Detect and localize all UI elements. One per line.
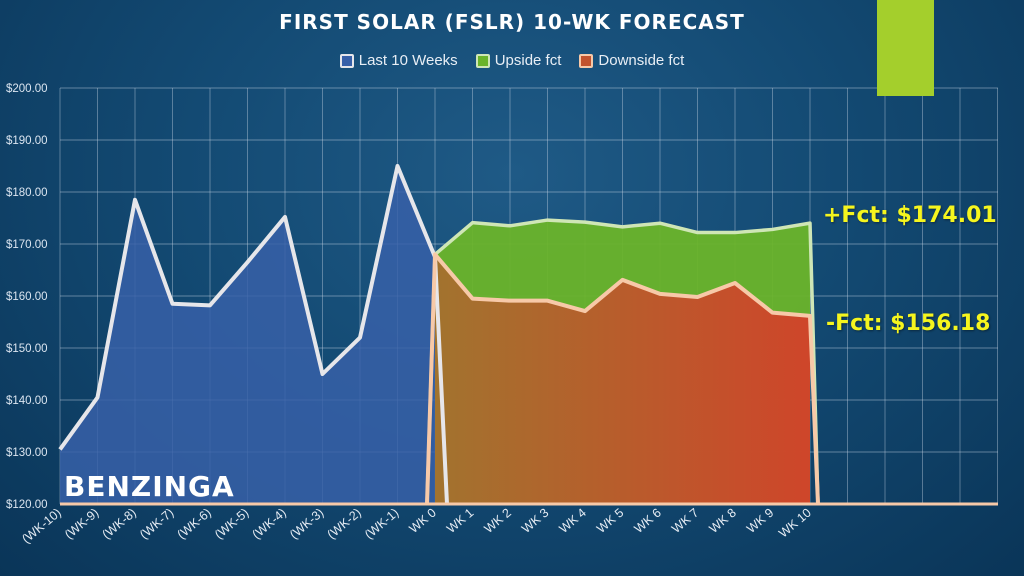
x-tick-label: WK 7: [669, 506, 701, 536]
x-tick-label: WK 4: [557, 506, 589, 536]
legend-item-downside: Downside fct: [579, 52, 684, 69]
x-tick-label: (WK-10): [19, 506, 64, 547]
y-tick-label: $160.00: [6, 291, 48, 303]
legend-swatch-last: [339, 53, 354, 68]
chart-title: FIRST SOLAR (FSLR) 10-WK FORECAST: [279, 10, 745, 34]
y-tick-label: $130.00: [6, 447, 48, 459]
legend-label-last: Last 10 Weeks: [358, 52, 458, 69]
x-tick-label: WK 3: [519, 506, 551, 536]
x-tick-label: WK 2: [482, 506, 514, 536]
area-downside-forecast: [435, 254, 810, 504]
line-last-10-weeks: [58, 164, 449, 505]
line-downside-forecast: [425, 252, 820, 505]
legend-label-upside: Upside fct: [494, 52, 562, 69]
x-tick-label: (WK-4): [250, 506, 289, 542]
x-tick-label: WK 10: [776, 506, 814, 541]
accent-block: [877, 0, 934, 96]
x-tick-label: WK 6: [632, 506, 664, 536]
downside-forecast-label: -Fct: $156.18: [826, 311, 991, 336]
legend: Last 10 Weeks Upside fct Downside fct: [0, 52, 1024, 69]
x-tick-label: (WK-1): [362, 506, 401, 542]
y-tick-label: $190.00: [6, 135, 48, 147]
series-layer: [58, 164, 820, 505]
x-tick-label: WK 5: [594, 506, 626, 536]
x-tick-label: (WK-2): [325, 506, 364, 542]
y-tick-label: $180.00: [6, 187, 48, 199]
y-tick-label: $150.00: [6, 343, 48, 355]
x-tick-label: WK 0: [407, 506, 439, 536]
x-tick-label: (WK-3): [287, 506, 326, 542]
benzinga-logo: BENZINGA: [64, 470, 235, 503]
y-tick-label: $140.00: [6, 395, 48, 407]
x-tick-label: (WK-5): [212, 506, 251, 542]
x-tick-label: WK 8: [707, 506, 739, 536]
legend-item-last: Last 10 Weeks: [339, 52, 458, 69]
x-tick-label: (WK-7): [137, 506, 176, 542]
y-tick-label: $120.00: [6, 499, 48, 511]
x-tick-label: WK 9: [744, 506, 776, 536]
legend-swatch-upside: [475, 53, 490, 68]
upside-forecast-label: +Fct: $174.01: [823, 203, 997, 228]
y-tick-label: $200.00: [6, 83, 48, 95]
legend-label-downside: Downside fct: [598, 52, 685, 69]
y-tick-label: $170.00: [6, 239, 48, 251]
x-tick-label: (WK-8): [100, 506, 139, 542]
legend-swatch-downside: [579, 53, 594, 68]
legend-item-upside: Upside fct: [475, 52, 562, 69]
x-tick-label: WK 1: [444, 506, 476, 536]
x-tick-label: (WK-6): [175, 506, 214, 542]
line-upside-forecast: [425, 218, 820, 505]
x-tick-label: (WK-9): [62, 506, 101, 542]
area-last-10-weeks: [60, 166, 435, 504]
